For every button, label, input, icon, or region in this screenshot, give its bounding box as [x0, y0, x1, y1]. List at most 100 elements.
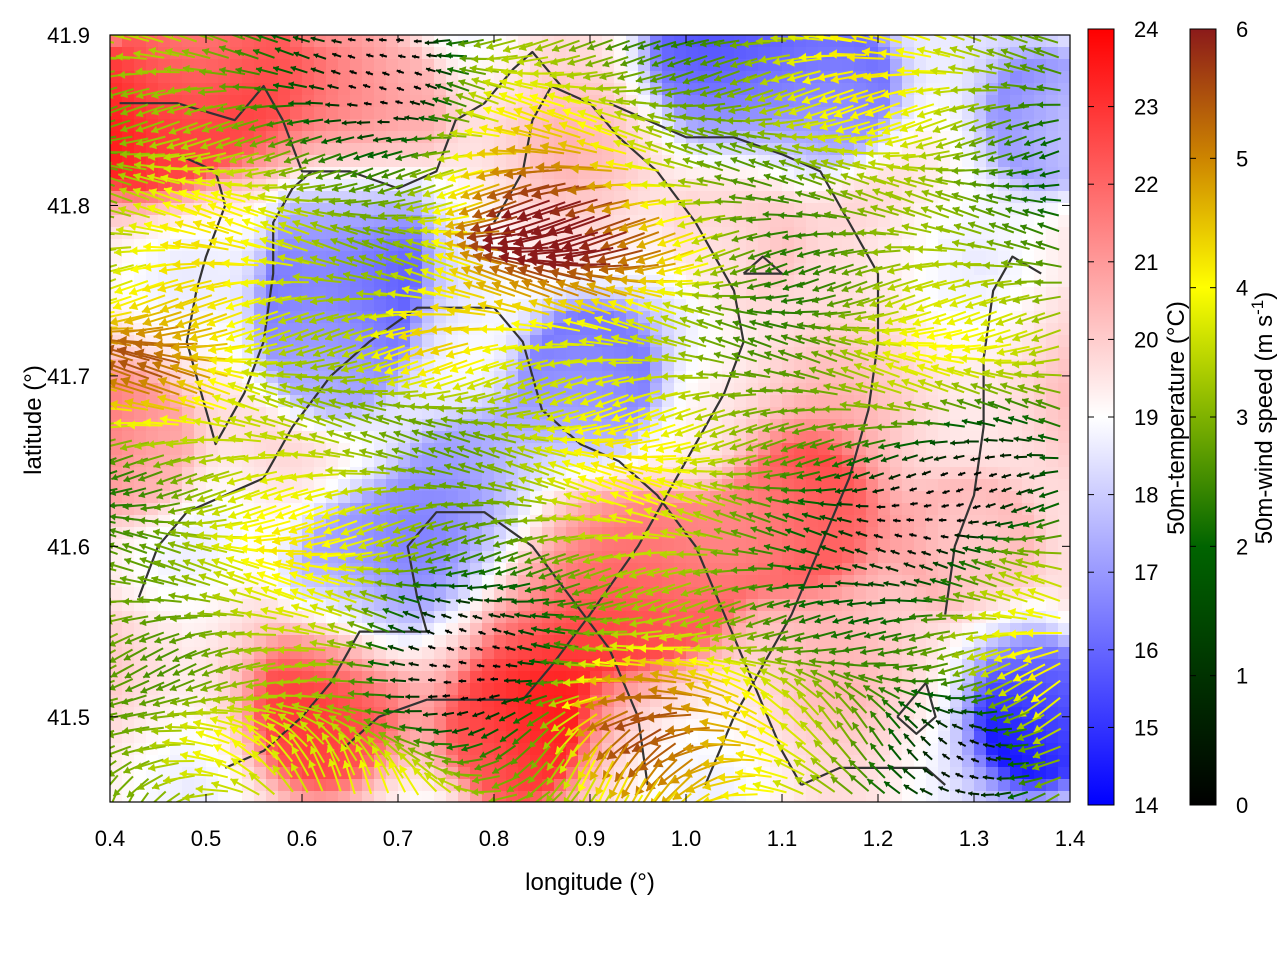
heat-cell	[386, 47, 399, 60]
heat-cell	[1058, 431, 1070, 444]
heat-cell	[470, 131, 483, 144]
heat-cell	[446, 587, 459, 600]
heat-cell	[554, 503, 567, 516]
heat-cell	[350, 35, 363, 48]
heat-cell	[182, 443, 195, 456]
heat-cell	[458, 683, 471, 696]
heat-cell	[1022, 419, 1035, 432]
heat-cell	[1058, 83, 1070, 96]
heat-cell	[362, 95, 375, 108]
heat-cell	[230, 671, 243, 684]
heat-cell	[290, 71, 303, 84]
heat-cell	[578, 683, 591, 696]
heat-cell	[434, 647, 447, 660]
heat-cell	[410, 707, 423, 720]
heat-cell	[818, 491, 831, 504]
heat-cell	[1022, 107, 1035, 120]
heat-cell	[590, 683, 603, 696]
heat-cell	[866, 419, 879, 432]
heat-cell	[386, 59, 399, 72]
heat-cell	[662, 203, 675, 216]
heat-cell	[986, 731, 999, 744]
heat-cell	[878, 59, 891, 72]
heat-cell	[338, 95, 351, 108]
heat-cell	[686, 47, 699, 60]
heat-cell	[650, 575, 663, 588]
heat-cell	[794, 395, 807, 408]
heat-cell	[662, 47, 675, 60]
heat-cell	[470, 119, 483, 132]
heat-cell	[110, 587, 123, 600]
heat-cell	[746, 323, 759, 336]
heat-cell	[854, 599, 867, 612]
heat-cell	[974, 71, 987, 84]
heat-cell	[938, 443, 951, 456]
heat-cell	[794, 359, 807, 372]
heat-cell	[722, 191, 735, 204]
heat-cell	[362, 491, 375, 504]
heat-cell	[374, 299, 387, 312]
heat-cell	[338, 59, 351, 72]
heat-cell	[422, 683, 435, 696]
heat-cell	[998, 443, 1011, 456]
heat-cell	[638, 167, 651, 180]
heat-cell	[1034, 107, 1047, 120]
heat-cell	[914, 755, 927, 768]
heat-cell	[602, 683, 615, 696]
heat-cell	[302, 263, 315, 276]
heat-cell	[974, 143, 987, 156]
heat-cell	[386, 95, 399, 108]
heat-cell	[1022, 143, 1035, 156]
heat-cell	[554, 323, 567, 336]
heat-cell	[398, 95, 411, 108]
heat-cell	[470, 635, 483, 648]
heat-cell	[482, 659, 495, 672]
heat-cell	[398, 635, 411, 648]
heat-cell	[998, 71, 1011, 84]
heat-cell	[950, 95, 963, 108]
heat-cell	[806, 623, 819, 636]
heat-cell	[386, 155, 399, 168]
heat-cell	[242, 635, 255, 648]
heat-cell	[182, 599, 195, 612]
heat-cell	[554, 347, 567, 360]
heat-cell	[794, 203, 807, 216]
heat-cell	[494, 503, 507, 516]
heat-cell	[698, 707, 711, 720]
heat-cell	[350, 299, 363, 312]
heat-cell	[1058, 59, 1070, 72]
heat-cell	[854, 407, 867, 420]
heat-cell	[1046, 539, 1059, 552]
heat-cell	[914, 95, 927, 108]
heat-cell	[374, 683, 387, 696]
heat-cell	[278, 455, 291, 468]
heat-cell	[530, 167, 543, 180]
heat-cell	[506, 683, 519, 696]
heat-cell	[806, 599, 819, 612]
heat-cell	[974, 599, 987, 612]
heat-cell	[902, 95, 915, 108]
heat-cell	[410, 491, 423, 504]
heat-cell	[326, 647, 339, 660]
heat-cell	[1058, 251, 1070, 264]
heat-cell	[686, 755, 699, 768]
heat-cell	[1046, 215, 1059, 228]
heat-cell	[638, 131, 651, 144]
heat-cell	[1034, 599, 1047, 612]
heat-cell	[482, 671, 495, 684]
heat-cell	[506, 635, 519, 648]
heat-cell	[842, 575, 855, 588]
heat-cell	[398, 71, 411, 84]
heat-cell	[938, 59, 951, 72]
heat-cell	[590, 503, 603, 516]
heat-cell	[230, 71, 243, 84]
heat-cell	[422, 47, 435, 60]
heat-cell	[698, 107, 711, 120]
heat-cell	[1010, 107, 1023, 120]
heat-cell	[410, 335, 423, 348]
heat-cell	[686, 551, 699, 564]
heat-cell	[1034, 443, 1047, 456]
heat-cell	[926, 167, 939, 180]
heat-cell	[422, 71, 435, 84]
heat-cell	[710, 179, 723, 192]
